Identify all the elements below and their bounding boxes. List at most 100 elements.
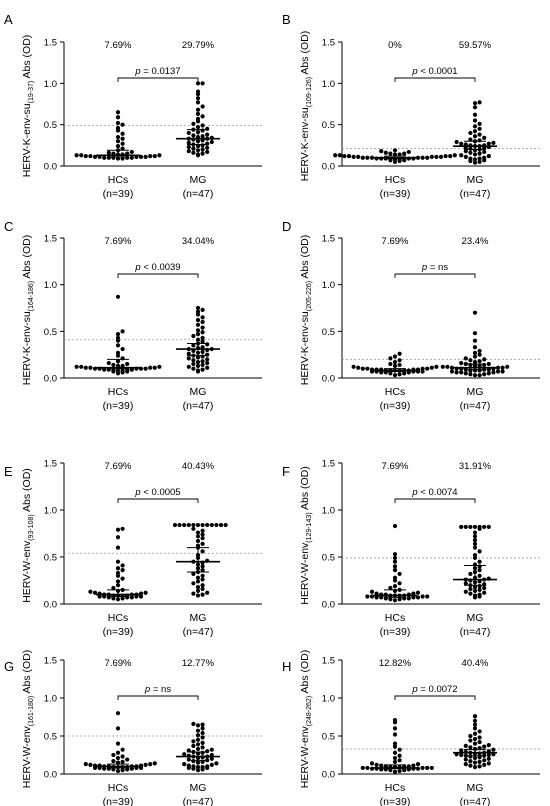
data-point-mg	[463, 581, 468, 586]
data-point-hcs	[342, 153, 347, 159]
data-point-mg	[186, 356, 191, 361]
data-point-mg	[200, 726, 205, 731]
data-point-mg	[459, 360, 464, 366]
data-point-mg	[200, 549, 205, 554]
data-point-mg	[200, 528, 205, 533]
y-tick-label: 0.0	[44, 374, 57, 385]
data-point-mg	[186, 522, 191, 528]
data-point-hcs	[438, 154, 444, 160]
data-point-hcs	[434, 364, 439, 369]
data-point-mg	[195, 733, 201, 738]
data-point-mg	[186, 364, 191, 369]
data-point-hcs	[392, 568, 398, 573]
y-tick-label: 1.5	[322, 656, 335, 667]
p-value-prefix: p	[134, 487, 140, 498]
y-axis-label-subscript: (129-143)	[306, 512, 313, 542]
data-point-mg	[205, 126, 210, 131]
data-point-hcs	[365, 366, 370, 371]
significance-bracket	[394, 273, 476, 278]
data-point-hcs	[88, 589, 93, 594]
data-point-hcs	[143, 366, 148, 371]
p-value-prefix: p	[421, 262, 427, 273]
data-point-mg	[205, 522, 210, 528]
y-axis-label-subscript: (205-226)	[306, 281, 313, 311]
y-tick-label: 1.0	[322, 79, 335, 90]
data-point-mg	[468, 763, 473, 768]
data-point-mg	[472, 718, 478, 723]
data-point-mg	[195, 360, 201, 365]
data-point-hcs	[120, 768, 125, 773]
x-tick-label: MG	[190, 386, 207, 398]
x-tick-label: HCs	[385, 174, 405, 186]
data-point-mg	[463, 154, 468, 160]
y-tick-label: 0.5	[44, 327, 57, 338]
y-axis-label: HERV-W-env(248-262) Abs (OD)	[299, 650, 313, 789]
x-tick-n-label: (n=39)	[380, 626, 411, 638]
data-point-mg	[191, 146, 196, 151]
y-tick-label: 1.0	[322, 694, 335, 705]
data-point-mg	[468, 362, 473, 368]
x-tick-label: MG	[467, 174, 484, 186]
data-point-mg	[468, 733, 473, 739]
data-point-mg	[482, 357, 487, 362]
data-point-hcs	[392, 552, 398, 557]
data-point-mg	[191, 358, 196, 363]
y-axis-label: HERV-K-env-su(109-126) Abs (OD)	[299, 31, 313, 181]
data-point-mg	[472, 755, 478, 761]
data-point-hcs	[120, 122, 125, 127]
data-point-mg	[195, 96, 201, 101]
data-point-mg	[191, 333, 196, 339]
data-point-hcs	[115, 750, 121, 755]
data-point-mg	[472, 105, 478, 110]
data-point-mg	[495, 365, 501, 370]
data-point-mg	[200, 325, 205, 330]
data-point-hcs	[392, 564, 398, 569]
data-point-hcs	[374, 595, 379, 600]
data-point-hcs	[397, 351, 402, 356]
x-tick-label: HCs	[108, 782, 128, 794]
data-point-mg	[472, 541, 478, 546]
panel-c: C HERV-K-env-su(164-186) Abs (OD) 0.0 0.5 1.…	[4, 219, 262, 412]
data-point-hcs	[152, 365, 157, 370]
data-point-hcs	[111, 752, 116, 758]
x-tick-n-label: (n=47)	[183, 796, 214, 806]
data-point-mg	[472, 112, 478, 117]
data-point-mg	[214, 761, 219, 766]
data-point-mg	[195, 107, 201, 112]
data-point-mg	[205, 145, 210, 150]
data-point-mg	[477, 739, 482, 745]
data-point-mg	[223, 522, 228, 528]
data-point-hcs	[111, 155, 116, 160]
data-point-mg	[195, 318, 201, 323]
data-point-mg	[200, 330, 205, 335]
data-point-hcs	[402, 151, 407, 156]
data-point-mg	[486, 761, 491, 766]
data-point-mg	[195, 723, 201, 728]
y-axis-label-suffix: Abs (OD)	[299, 235, 311, 281]
x-tick-label: HCs	[385, 782, 405, 794]
data-point-mg	[200, 573, 205, 578]
data-point-mg	[477, 549, 482, 554]
data-point-hcs	[360, 366, 365, 371]
y-tick-label: 1.5	[44, 459, 57, 470]
data-point-mg	[477, 138, 482, 143]
y-axis-label-suffix: Abs (OD)	[299, 31, 311, 77]
data-point-mg	[477, 156, 482, 161]
y-tick-label: 0.0	[44, 162, 57, 173]
y-axis-label-main: HERV-K-env-su	[21, 103, 33, 177]
data-point-mg	[472, 310, 478, 315]
data-point-hcs	[397, 372, 402, 377]
x-tick-n-label: (n=39)	[380, 188, 411, 200]
data-point-hcs	[157, 364, 162, 369]
data-point-hcs	[115, 566, 121, 571]
data-point-hcs	[125, 361, 130, 367]
y-tick-label: 1.0	[44, 280, 57, 291]
data-point-hcs	[379, 763, 384, 768]
data-point-mg	[459, 752, 464, 758]
data-point-mg	[200, 577, 205, 582]
data-point-hcs	[392, 598, 398, 603]
data-point-hcs	[115, 570, 121, 576]
data-point-mg	[195, 584, 201, 590]
data-point-hcs	[83, 762, 88, 767]
y-axis-label-suffix: Abs (OD)	[299, 650, 311, 696]
